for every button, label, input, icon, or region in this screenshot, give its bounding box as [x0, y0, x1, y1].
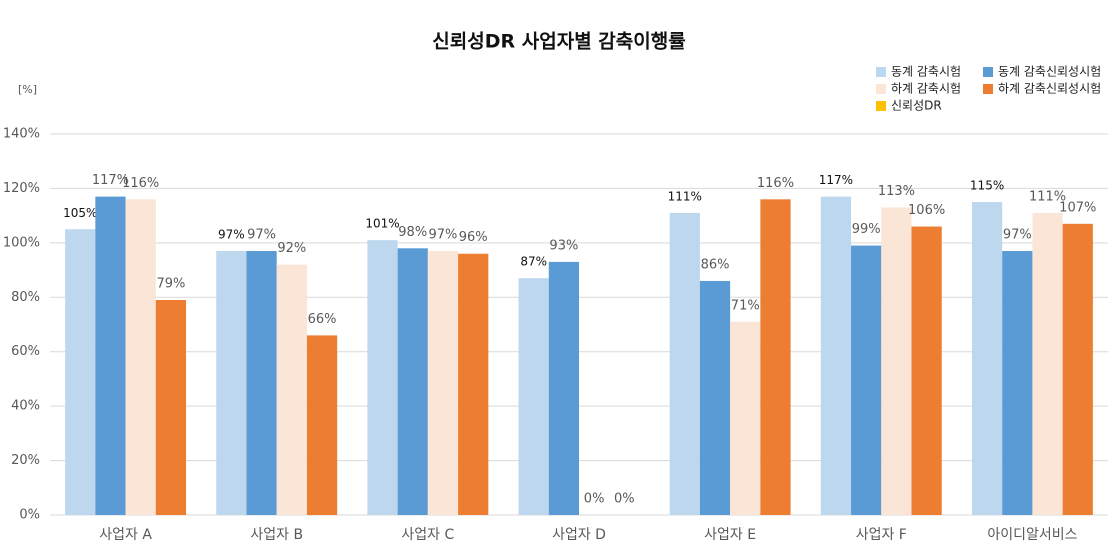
bar — [760, 199, 791, 516]
data-label: 71% — [731, 298, 760, 313]
data-label: 93% — [549, 238, 578, 253]
data-label: 105% — [63, 206, 97, 220]
x-tick-label: 사업자 B — [250, 527, 303, 543]
data-label: 97% — [1003, 228, 1032, 243]
legend-label: 하계 감축시험 — [891, 82, 961, 96]
y-axis-label: [%] — [18, 83, 37, 96]
x-tick-label: 사업자 D — [552, 527, 606, 543]
data-label: 113% — [878, 184, 915, 199]
x-tick-label: 사업자 E — [704, 527, 756, 543]
data-label: 106% — [908, 203, 945, 218]
bar — [548, 261, 579, 515]
data-label: 117% — [819, 173, 853, 187]
bar — [427, 251, 459, 515]
data-label: 101% — [365, 217, 399, 231]
data-label: 79% — [156, 277, 185, 292]
data-label: 115% — [970, 179, 1004, 193]
bar — [95, 196, 126, 516]
bar — [911, 226, 942, 515]
data-label: 66% — [308, 312, 337, 327]
y-tick-label: 140% — [3, 127, 40, 142]
bar — [1062, 223, 1093, 516]
legend-swatch — [876, 101, 886, 111]
legend-label: 동계 감축시험 — [891, 65, 961, 79]
bar — [246, 251, 277, 515]
legend-label: 신뢰성DR — [891, 99, 942, 113]
bar — [881, 207, 912, 515]
data-label: 0% — [584, 492, 605, 507]
data-label: 111% — [668, 189, 702, 203]
bar — [367, 240, 398, 515]
data-label: 0% — [614, 492, 635, 507]
bar — [820, 196, 852, 516]
data-label: 116% — [757, 176, 794, 191]
bar — [1032, 212, 1063, 515]
y-tick-label: 20% — [11, 453, 40, 468]
bar — [306, 335, 338, 515]
legend-label: 동계 감축신뢰성시험 — [998, 65, 1101, 79]
legend-swatch — [983, 67, 993, 77]
bar — [699, 280, 731, 515]
data-label: 92% — [277, 241, 306, 256]
bar — [155, 300, 187, 515]
legend-swatch — [983, 84, 993, 94]
chart-title: 신뢰성DR 사업자별 감축이행률 — [432, 31, 685, 53]
bar — [1002, 251, 1033, 515]
bar — [276, 264, 307, 515]
data-label: 116% — [122, 176, 159, 191]
legend-swatch — [876, 67, 886, 77]
data-label: 107% — [1059, 200, 1096, 215]
legend-swatch — [876, 84, 886, 94]
data-label: 87% — [520, 255, 547, 269]
y-tick-label: 120% — [3, 181, 40, 196]
y-tick-label: 60% — [11, 344, 40, 359]
bar — [65, 229, 96, 515]
y-tick-label: 100% — [3, 235, 40, 250]
bar — [669, 212, 700, 515]
bar — [971, 202, 1003, 516]
bar — [125, 199, 156, 516]
data-label: 97% — [247, 228, 276, 243]
y-tick-label: 0% — [19, 508, 40, 523]
data-label: 97% — [218, 228, 245, 242]
data-label: 96% — [459, 230, 488, 245]
x-tick-label: 사업자 C — [401, 527, 454, 543]
y-tick-label: 80% — [11, 290, 40, 305]
bar — [518, 278, 549, 515]
bar — [216, 251, 247, 515]
data-label: 97% — [429, 228, 458, 243]
x-tick-label: 아이디알서비스 — [987, 527, 1077, 543]
data-label: 86% — [701, 257, 730, 272]
data-label: 117% — [92, 173, 129, 188]
x-tick-label: 사업자 F — [856, 527, 907, 543]
data-label: 98% — [398, 225, 427, 240]
data-label: 99% — [852, 222, 881, 237]
bar — [851, 245, 882, 516]
data-label: 111% — [1029, 189, 1066, 204]
bar — [397, 248, 428, 516]
bar — [458, 253, 489, 515]
legend-label: 하계 감축신뢰성시험 — [998, 82, 1101, 96]
x-tick-label: 사업자 A — [99, 527, 152, 543]
bar — [730, 321, 761, 515]
y-tick-label: 40% — [11, 399, 40, 414]
